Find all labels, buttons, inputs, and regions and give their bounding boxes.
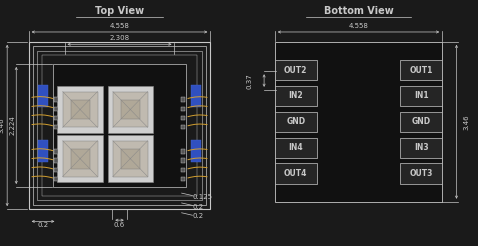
Bar [42,55,197,196]
Text: 0.37: 0.37 [247,73,253,89]
Text: 3.46: 3.46 [0,118,5,133]
Text: IN2: IN2 [288,92,303,100]
Bar [71,149,89,169]
Text: OUT4: OUT4 [284,169,307,178]
Bar [181,97,185,102]
Bar [181,125,185,129]
Bar [181,107,185,111]
Bar [54,168,57,172]
Text: 0.125: 0.125 [193,194,213,200]
Text: 0.2: 0.2 [37,222,49,228]
Bar [57,135,103,182]
Bar [401,60,442,80]
Bar [63,92,98,127]
Bar [29,42,210,209]
Bar [120,149,140,169]
Bar [108,86,153,133]
Bar [38,85,48,107]
Bar [191,140,201,162]
Text: 2.224: 2.224 [10,116,15,135]
Bar [275,86,316,106]
Bar [33,46,206,205]
Bar [54,107,57,111]
Text: 3.46: 3.46 [463,114,469,130]
Bar [181,158,185,163]
Bar [191,85,201,107]
Bar [401,86,442,106]
Text: OUT2: OUT2 [284,66,307,75]
Bar [54,116,57,120]
Bar [54,125,57,129]
Text: Bottom View: Bottom View [324,6,393,16]
Bar [275,60,316,80]
Bar [54,97,57,102]
Bar [401,163,442,184]
Bar [54,158,57,163]
Bar [113,92,148,127]
Bar [181,168,185,172]
Text: 0.2: 0.2 [193,214,204,219]
Bar [57,86,103,133]
Bar [108,135,153,182]
Text: OUT1: OUT1 [410,66,433,75]
Bar [54,177,57,181]
Bar [181,149,185,154]
Bar [275,112,316,132]
Text: IN4: IN4 [288,143,303,152]
Text: IN1: IN1 [414,92,429,100]
Text: IN3: IN3 [414,143,429,152]
Bar [275,163,316,184]
Text: Top View: Top View [95,6,144,16]
Bar [401,112,442,132]
Bar [37,51,202,200]
Bar [181,116,185,120]
Bar [181,177,185,181]
Bar [120,100,140,119]
Bar [38,140,48,162]
Bar [401,138,442,158]
Bar [275,138,316,158]
Text: 4.558: 4.558 [348,23,369,29]
Bar [275,42,442,202]
Text: GND: GND [412,117,431,126]
Text: 2.308: 2.308 [109,35,130,41]
Bar [53,64,186,187]
Text: 0.2: 0.2 [193,204,204,210]
Text: GND: GND [286,117,305,126]
Bar [71,100,89,119]
Text: 4.558: 4.558 [109,23,130,29]
Text: OUT3: OUT3 [410,169,433,178]
Bar [63,141,98,177]
Text: 0.6: 0.6 [114,222,125,228]
Bar [113,141,148,177]
Bar [54,149,57,154]
